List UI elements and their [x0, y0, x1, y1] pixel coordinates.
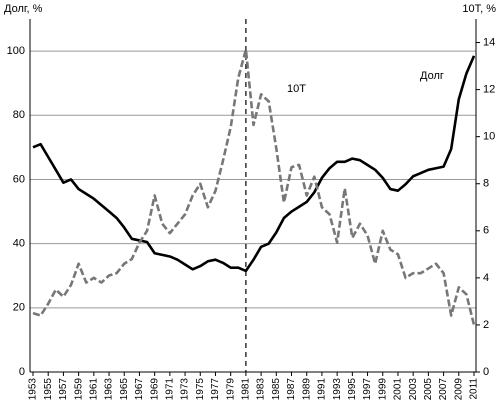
x-tick-label: 2009 — [453, 378, 464, 401]
x-tick-label: 1985 — [271, 378, 282, 401]
x-tick-label: 1967 — [134, 378, 145, 401]
x-tick-label: 2005 — [423, 378, 434, 401]
x-tick-label: 1983 — [256, 378, 267, 401]
x-tick-label: 2003 — [408, 378, 419, 401]
x-tick-label: 1963 — [104, 378, 115, 401]
x-tick-label: 1977 — [210, 378, 221, 401]
y-tick-label: 100 — [7, 45, 25, 57]
x-tick-label: 1993 — [332, 378, 343, 401]
annotation: 10Т — [287, 83, 306, 95]
y2-tick-label: 14 — [483, 36, 495, 48]
x-tick-label: 1981 — [241, 378, 252, 401]
y2-tick-label: 12 — [483, 84, 495, 96]
x-tick-label: 1989 — [301, 378, 312, 401]
x-tick-label: 1971 — [165, 378, 176, 401]
x-tick-label: 2001 — [393, 378, 404, 401]
x-tick-label: 1987 — [286, 378, 297, 401]
x-tick-label: 1973 — [180, 378, 191, 401]
y2-tick-label: 0 — [483, 366, 489, 378]
x-tick-label: 1991 — [317, 378, 328, 401]
x-tick-label: 1995 — [347, 378, 358, 401]
y-tick-label: 20 — [13, 302, 25, 314]
annotation: Долг — [420, 70, 444, 82]
x-tick-label: 1953 — [28, 378, 39, 401]
y-tick-label: 60 — [13, 173, 25, 185]
x-tick-label: 1961 — [88, 378, 99, 401]
x-tick-label: 1969 — [149, 378, 160, 401]
x-tick-label: 1965 — [119, 378, 130, 401]
y2-tick-label: 2 — [483, 319, 489, 331]
x-tick-label: 1979 — [225, 378, 236, 401]
x-tick-label: 1975 — [195, 378, 206, 401]
y-tick-label: 80 — [13, 109, 25, 121]
x-tick-label: 1997 — [362, 378, 373, 401]
y2-tick-label: 4 — [483, 272, 489, 284]
x-tick-label: 1959 — [73, 378, 84, 401]
y2-tick-label: 8 — [483, 178, 489, 190]
x-tick-label: 1999 — [377, 378, 388, 401]
y-tick-label: 0 — [19, 366, 25, 378]
series-line — [32, 48, 476, 326]
series-line — [32, 55, 476, 273]
y2-axis-label: 10Т, % — [462, 3, 496, 15]
y2-tick-label: 10 — [483, 131, 495, 143]
x-tick-label: 2007 — [438, 378, 449, 401]
y2-tick-label: 6 — [483, 225, 489, 237]
x-tick-label: 2011 — [469, 378, 480, 400]
y-tick-label: 40 — [13, 238, 25, 250]
x-tick-label: 1957 — [58, 378, 69, 401]
y-axis-label: Долг, % — [4, 3, 43, 15]
x-tick-label: 1955 — [43, 378, 54, 401]
